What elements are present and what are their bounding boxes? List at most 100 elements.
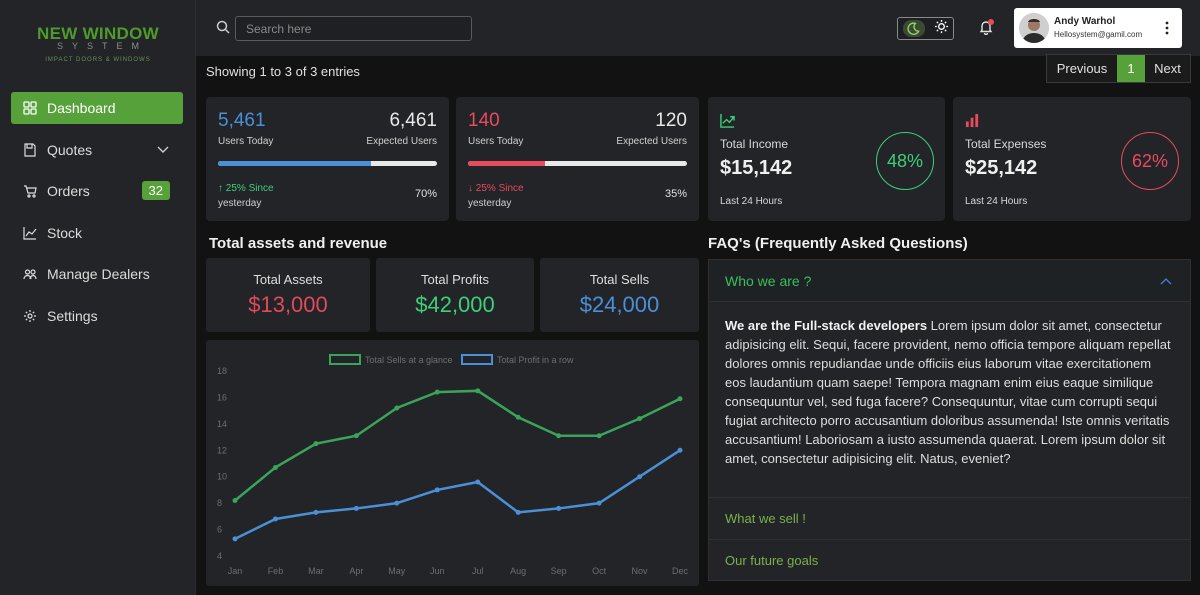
data-point[interactable]	[637, 474, 643, 480]
page-1-button[interactable]: 1	[1117, 55, 1145, 82]
data-point[interactable]	[677, 447, 683, 453]
user-profile[interactable]: Andy Warhol Hellosystem@gamil.com	[1014, 8, 1182, 48]
users-today-card-2: 140 Users Today 120 Expected Users ↓ 25%…	[456, 97, 699, 221]
cart-icon	[23, 184, 37, 198]
legend-swatch-profit[interactable]	[461, 354, 493, 365]
asset-label: Total Sells	[589, 272, 650, 287]
legend-label-profit[interactable]: Total Profit in a row	[497, 355, 574, 365]
x-tick-label: Jan	[228, 566, 243, 576]
data-point[interactable]	[434, 487, 440, 493]
data-point[interactable]	[272, 516, 278, 522]
legend-swatch-sells[interactable]	[329, 354, 361, 365]
sidebar-item-orders[interactable]: Orders 32	[11, 175, 183, 207]
faq-question: Our future goals	[725, 553, 819, 568]
trend-text: ↓ 25% Since yesterday	[468, 181, 524, 211]
data-point[interactable]	[232, 498, 238, 503]
brand-logo[interactable]: NEW WINDOW SYSTEM IMPACT DOORS & WINDOWS	[0, 0, 196, 80]
data-point[interactable]	[515, 414, 521, 420]
x-tick-label: Oct	[592, 566, 607, 576]
progress-percent: 70%	[414, 188, 437, 200]
users-progress-bar	[218, 161, 437, 166]
trend-up: ↑ 25% Since	[218, 183, 274, 194]
next-page-button[interactable]: Next	[1154, 61, 1181, 76]
x-tick-label: Dec	[672, 566, 689, 576]
line-chart: Total Sells at a glance Total Profit in …	[217, 354, 689, 576]
x-tick-label: Sep	[551, 566, 567, 576]
data-point[interactable]	[313, 441, 319, 447]
faq-item-what-we-sell[interactable]: What we sell !	[709, 497, 1190, 539]
data-point[interactable]	[394, 405, 400, 411]
data-point[interactable]	[556, 433, 562, 439]
total-profits-card: Total Profits $42,000	[376, 258, 534, 332]
sidebar-item-label: Manage Dealers	[47, 266, 150, 282]
sidebar-item-quotes[interactable]: Quotes	[11, 134, 183, 166]
y-tick-label: 16	[217, 392, 227, 402]
chart-legend: Total Sells at a glance Total Profit in …	[329, 354, 574, 365]
trending-up-icon	[720, 113, 735, 128]
previous-page-button[interactable]: Previous	[1056, 61, 1108, 76]
bar-chart-icon	[965, 113, 979, 128]
data-point[interactable]	[475, 388, 481, 394]
data-point[interactable]	[677, 396, 683, 402]
avatar	[1019, 13, 1049, 43]
asset-value: $24,000	[579, 292, 660, 317]
notification-dot	[988, 19, 994, 25]
expenses-percent-ring: 62%	[1121, 132, 1179, 190]
line-chart-card: Total Sells at a glance Total Profit in …	[206, 340, 699, 586]
data-point[interactable]	[353, 505, 359, 511]
chevron-down-icon[interactable]	[157, 143, 169, 155]
data-point[interactable]	[353, 433, 359, 439]
data-point[interactable]	[556, 505, 562, 511]
x-tick-label: Jun	[430, 566, 445, 576]
y-tick-label: 8	[217, 498, 222, 508]
sidebar-item-manage-dealers[interactable]: Manage Dealers	[11, 258, 183, 290]
y-tick-label: 12	[217, 445, 227, 455]
data-point[interactable]	[515, 509, 521, 515]
pagination: Previous 1 Next	[1046, 54, 1191, 83]
sidebar-item-label: Stock	[47, 224, 83, 241]
expenses-sub: Last 24 Hours	[965, 196, 1028, 207]
data-point[interactable]	[394, 500, 400, 506]
data-point[interactable]	[596, 500, 602, 506]
sidebar-item-settings[interactable]: Settings	[11, 300, 183, 332]
y-tick-label: 10	[217, 472, 227, 482]
chart-series	[232, 388, 683, 542]
data-point[interactable]	[272, 464, 278, 470]
chevron-up-icon[interactable]	[1160, 276, 1172, 286]
moon-icon[interactable]	[902, 20, 925, 37]
sun-icon[interactable]	[934, 19, 949, 39]
search-icon	[216, 20, 230, 34]
data-point[interactable]	[434, 389, 440, 395]
data-point[interactable]	[637, 416, 643, 422]
legend-label-sells[interactable]: Total Sells at a glance	[365, 355, 453, 365]
expected-users-label: Expected Users	[366, 136, 437, 147]
data-point[interactable]	[232, 536, 238, 542]
users-today-card-1: 5,461 Users Today 6,461 Expected Users ↑…	[206, 97, 449, 221]
sidebar-item-label: Settings	[47, 307, 98, 324]
faq-item-future-goals[interactable]: Our future goals	[709, 539, 1190, 581]
user-name: Andy Warhol	[1054, 16, 1116, 27]
users-today-value: 5,461	[218, 110, 266, 131]
faq-accordion: Who we are ? We are the Full-stack devel…	[708, 259, 1191, 581]
sidebar-item-label: Orders	[47, 183, 90, 199]
expected-users-label: Expected Users	[616, 136, 687, 147]
faq-question: What we sell !	[725, 511, 806, 526]
more-vertical-icon[interactable]	[1164, 21, 1170, 35]
sidebar-item-stock[interactable]: Stock	[11, 217, 183, 249]
data-point[interactable]	[313, 509, 319, 515]
sidebar-item-label: Quotes	[47, 141, 93, 158]
search-input[interactable]	[235, 16, 472, 41]
faq-item-open[interactable]: Who we are ?	[709, 260, 1190, 302]
theme-toggle[interactable]	[897, 17, 954, 40]
data-point[interactable]	[475, 479, 481, 485]
trend-text: ↑ 25% Since yesterday	[218, 181, 274, 211]
y-tick-label: 14	[217, 419, 227, 429]
data-point[interactable]	[596, 433, 602, 439]
brand-name: NEW WINDOW	[37, 24, 159, 43]
sidebar: NEW WINDOW SYSTEM IMPACT DOORS & WINDOWS…	[0, 0, 196, 595]
sidebar-item-dashboard[interactable]: Dashboard	[11, 92, 183, 124]
income-title: Total Income	[720, 137, 789, 151]
total-sells-card: Total Sells $24,000	[540, 258, 699, 332]
y-tick-label: 6	[217, 525, 222, 535]
